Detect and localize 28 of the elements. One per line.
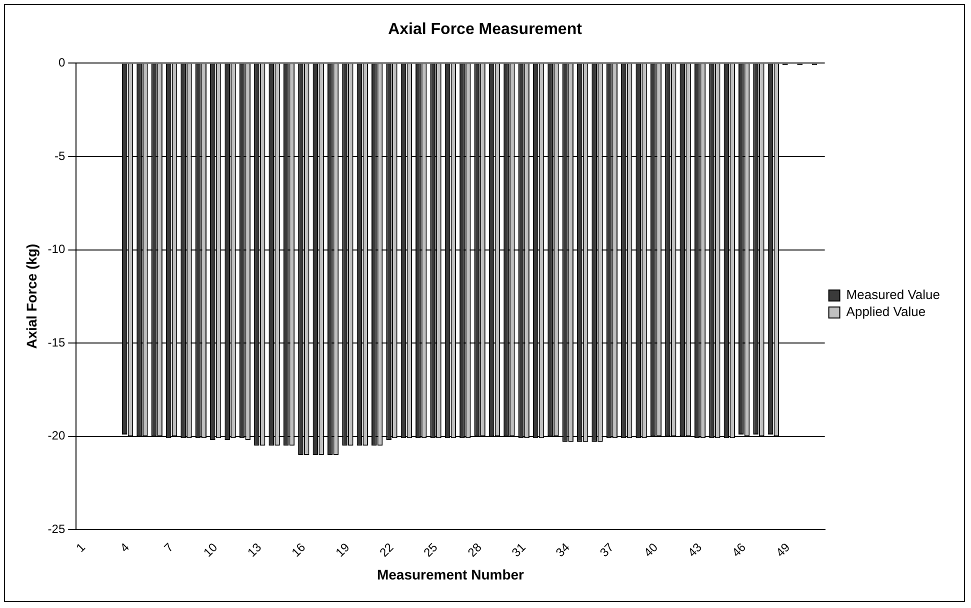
x-tick-label: 1 xyxy=(73,540,88,555)
y-tick-label: -25 xyxy=(48,522,66,536)
y-tick-label: 0 xyxy=(58,56,66,70)
x-tick-label: 49 xyxy=(773,540,793,560)
x-tick-label: 31 xyxy=(508,540,529,560)
y-tick-label: -15 xyxy=(48,335,66,350)
x-tick-label: 4 xyxy=(117,540,132,555)
x-tick-label: 25 xyxy=(420,540,440,560)
y-tick-label: -20 xyxy=(48,428,66,443)
x-tick-label: 34 xyxy=(553,540,573,560)
x-tick-label: 16 xyxy=(288,540,308,560)
x-tick-label: 40 xyxy=(641,540,661,560)
x-tick-label: 7 xyxy=(161,540,176,555)
x-tick-label: 19 xyxy=(332,540,352,560)
x-tick-label: 10 xyxy=(200,540,220,560)
x-tick-label: 43 xyxy=(685,540,705,560)
x-tick-label: 37 xyxy=(597,540,617,560)
x-axis-title: Measurement Number xyxy=(376,566,525,582)
x-tick-label: 22 xyxy=(376,540,396,560)
y-tick-label: -5 xyxy=(54,148,66,163)
x-tick-label: 13 xyxy=(244,540,264,560)
legend-label: Measured Value xyxy=(846,287,940,302)
y-axis-title: Axial Force (kg) xyxy=(23,244,40,349)
y-tick-label: -10 xyxy=(48,242,66,256)
chart-title: Axial Force Measurement xyxy=(388,21,583,38)
x-tick-label: 28 xyxy=(464,540,485,560)
x-tick-label: 46 xyxy=(729,540,749,560)
legend-label: Applied Value xyxy=(846,304,926,320)
